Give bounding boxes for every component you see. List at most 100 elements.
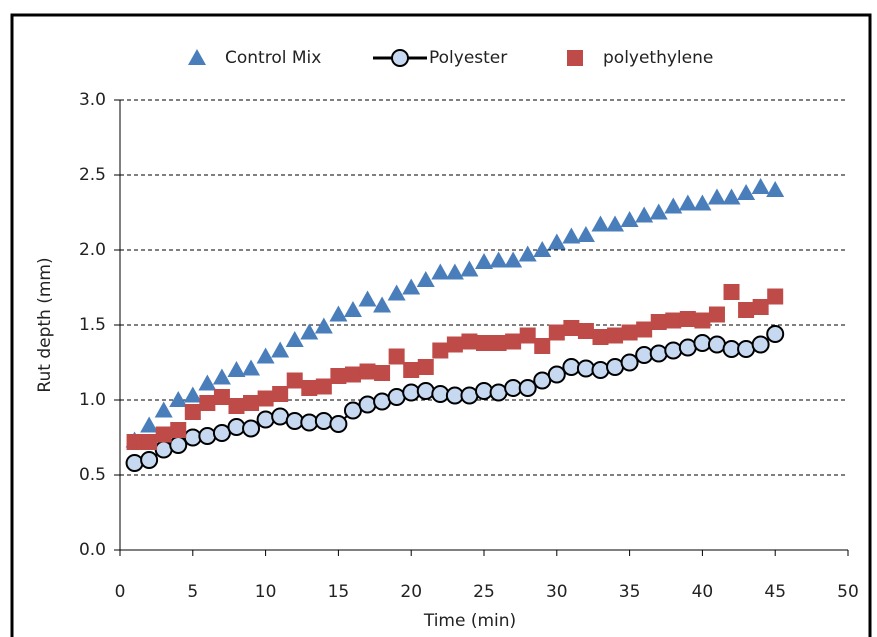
point (402, 278, 421, 295)
frame (10, 13, 872, 637)
point (504, 251, 523, 268)
point (563, 320, 580, 336)
point (329, 305, 348, 322)
point (242, 359, 261, 376)
point (460, 386, 479, 405)
y-axis-label: Rut depth (mm) (35, 257, 55, 392)
point (432, 342, 449, 359)
point (125, 454, 144, 472)
point (766, 325, 785, 343)
point (170, 422, 187, 438)
point (547, 233, 566, 250)
point (431, 263, 450, 280)
y-tick-label: 0.0 (79, 540, 106, 560)
point (751, 335, 770, 354)
x-tick-label: 30 (546, 582, 568, 602)
point (199, 395, 216, 411)
point (461, 333, 478, 350)
point (475, 382, 493, 400)
x-tick-label: 0 (115, 582, 126, 602)
point (767, 288, 784, 305)
point (475, 253, 493, 269)
point (664, 197, 683, 214)
point (562, 227, 581, 244)
point (184, 404, 201, 420)
point (737, 184, 756, 200)
point (387, 284, 406, 301)
point (678, 338, 697, 357)
y-tick-label: 0.5 (79, 465, 106, 485)
point (154, 401, 173, 418)
point (271, 341, 290, 358)
x-axis-label: Time (min) (423, 611, 516, 631)
point (707, 335, 726, 354)
point (183, 428, 202, 447)
point (620, 353, 639, 372)
x-tick-label: 25 (473, 582, 495, 602)
point (534, 338, 551, 354)
point (607, 327, 624, 344)
point (460, 260, 479, 277)
point (169, 391, 188, 407)
point (228, 398, 245, 414)
point (285, 412, 304, 430)
y-tick-label: 1.5 (79, 315, 106, 335)
point (242, 419, 261, 438)
point (722, 188, 741, 205)
point (621, 324, 638, 341)
point (548, 324, 565, 341)
point (723, 284, 740, 300)
point (417, 359, 434, 375)
point (343, 301, 362, 317)
point (272, 386, 289, 402)
x-tick-label: 35 (619, 582, 641, 602)
point (766, 181, 785, 197)
point (169, 436, 188, 454)
x-tick-label: 50 (837, 582, 859, 602)
point (446, 336, 463, 353)
point (402, 383, 421, 402)
x-tick-label: 10 (255, 582, 277, 602)
point (649, 203, 668, 220)
point (141, 434, 158, 450)
point (650, 314, 667, 330)
point (518, 245, 537, 262)
point (257, 390, 274, 407)
y-tick-label: 3.0 (79, 90, 106, 110)
point (358, 290, 377, 307)
point (198, 427, 217, 445)
x-tick-label: 45 (764, 582, 786, 602)
point (636, 321, 653, 338)
point (126, 434, 143, 450)
legend-label: Polyester (429, 48, 507, 68)
point (562, 358, 581, 376)
point (476, 335, 492, 351)
point (243, 395, 260, 411)
point (505, 333, 522, 350)
point (577, 323, 594, 339)
legend-label: polyethylene (603, 48, 713, 68)
y-tick-label: 1.0 (79, 390, 106, 410)
point (751, 178, 770, 194)
point (198, 374, 217, 391)
point (649, 344, 668, 363)
point (286, 372, 303, 389)
point (301, 380, 318, 396)
point (738, 302, 755, 318)
point (591, 215, 610, 232)
point (416, 271, 435, 287)
point (212, 368, 231, 385)
x-tick-label: 15 (328, 582, 350, 602)
point (374, 365, 391, 381)
point (490, 335, 507, 351)
point (285, 331, 304, 347)
point (140, 416, 159, 433)
point (707, 188, 726, 205)
point (373, 392, 392, 411)
point (620, 211, 639, 227)
point (373, 296, 392, 313)
legend-marker (391, 49, 409, 67)
point (606, 358, 625, 376)
point (227, 418, 246, 436)
